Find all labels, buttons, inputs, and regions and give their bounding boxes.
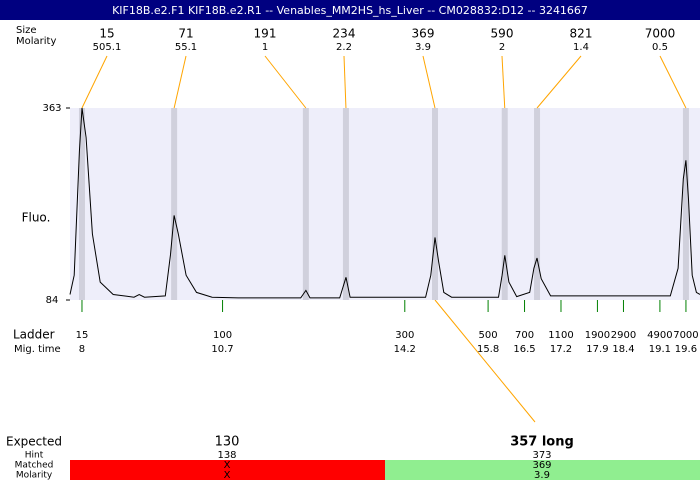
y-axis-label: Fluo. — [22, 211, 51, 225]
ladder-size: 1100 — [548, 330, 573, 341]
row-label: Mig. time — [14, 344, 61, 355]
result-molarity: 3.9 — [534, 470, 550, 480]
result-hint: 138 — [217, 450, 236, 461]
peak-size: 191 — [254, 27, 277, 41]
trace — [69, 107, 700, 299]
peak-molarity: 55.1 — [175, 42, 197, 53]
peak-band — [78, 108, 85, 300]
peak-size: 234 — [333, 27, 356, 41]
ladder-mig-time: 8 — [79, 344, 85, 355]
peak-size: 7000 — [645, 27, 676, 41]
peak-band — [302, 108, 309, 300]
peak-band — [682, 108, 689, 300]
peak-molarity: 0.5 — [652, 42, 668, 53]
peak-size: 369 — [412, 27, 435, 41]
ladder-size: 700 — [515, 330, 534, 341]
peak-band — [431, 108, 438, 300]
result-expected: 357 long — [510, 435, 574, 450]
peak-size: 15 — [99, 27, 114, 41]
plot-area — [70, 108, 700, 300]
peak-size: 590 — [491, 27, 514, 41]
ladder-size: 15 — [76, 330, 89, 341]
peak-molarity: 3.9 — [415, 42, 431, 53]
ladder-size: 300 — [395, 330, 414, 341]
peak-leader — [422, 55, 436, 109]
result-row-label: Matched — [15, 461, 54, 471]
ladder-mig-time: 10.7 — [211, 344, 233, 355]
peak-molarity: 505.1 — [93, 42, 122, 53]
peak-leader — [264, 55, 307, 109]
window-title: KIF18B.e2.F1 KIF18B.e2.R1 -- Venables_MM… — [112, 4, 588, 17]
peak-molarity: 2 — [499, 42, 505, 53]
result-row-label: Expected — [6, 435, 62, 449]
peak-leader — [81, 55, 108, 109]
peak-molarity: 1 — [262, 42, 268, 53]
peak-molarity: 2.2 — [336, 42, 352, 53]
peak-leader — [659, 55, 687, 109]
peak-molarity: 1.4 — [573, 42, 589, 53]
peak-leader — [536, 55, 582, 109]
ladder-mig-time: 15.8 — [477, 344, 499, 355]
title-bar — [0, 0, 700, 20]
result-bar — [385, 460, 700, 480]
row-label: Molarity — [16, 36, 56, 47]
peak-band — [171, 108, 178, 300]
ladder-mig-time: 17.2 — [550, 344, 572, 355]
ladder-size: 500 — [479, 330, 498, 341]
row-label: Ladder — [13, 328, 55, 342]
ladder-mig-time: 19.1 — [649, 344, 671, 355]
result-expected: 130 — [215, 435, 240, 450]
ladder-mig-time: 14.2 — [394, 344, 416, 355]
peak-band — [501, 108, 508, 300]
peak-leader — [173, 55, 187, 109]
peak-leader — [501, 55, 506, 109]
y-tick-label: 84 — [46, 295, 59, 306]
ladder-mig-time: 19.6 — [675, 344, 697, 355]
ladder-mig-time: 17.9 — [586, 344, 608, 355]
ladder-mig-time: 16.5 — [513, 344, 535, 355]
result-hint: 373 — [532, 450, 551, 461]
ladder-size: 100 — [213, 330, 232, 341]
row-label: Size — [16, 25, 37, 36]
peak-band — [342, 108, 349, 300]
ladder-size: 7000 — [673, 330, 698, 341]
peak-leader — [343, 55, 347, 109]
result-molarity: X — [224, 470, 231, 480]
result-matched: X — [224, 460, 231, 471]
y-tick-label: 363 — [42, 103, 61, 114]
result-row-label: Hint — [25, 451, 44, 461]
peak-band — [534, 108, 541, 300]
ladder-size: 2900 — [611, 330, 636, 341]
peak-size: 71 — [178, 27, 193, 41]
peak-size: 821 — [570, 27, 593, 41]
ladder-mig-time: 18.4 — [612, 344, 634, 355]
result-matched: 369 — [532, 460, 551, 471]
match-leader — [434, 299, 536, 423]
result-row-label: Molarity — [16, 471, 53, 480]
ladder-size: 4900 — [647, 330, 672, 341]
ladder-size: 1900 — [585, 330, 610, 341]
result-bar — [70, 460, 385, 480]
